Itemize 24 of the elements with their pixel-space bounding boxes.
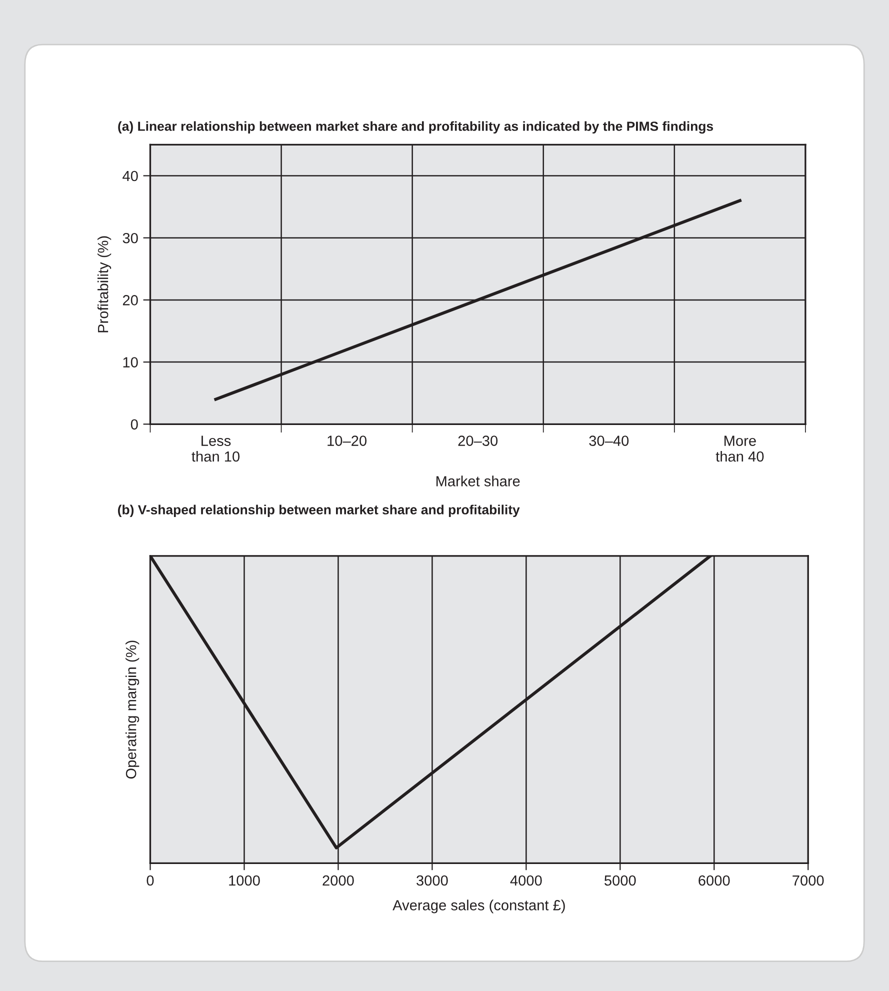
- x-tick-label: 20–30: [458, 436, 498, 446]
- y-tick-label: 10: [123, 357, 138, 368]
- x-tick-label: 1000: [229, 875, 260, 886]
- x-axis-title: Market share: [436, 476, 520, 486]
- x-tick-label: 4000: [510, 875, 542, 886]
- chart-title: (b) V-shaped relationship between market share and profitability: [118, 504, 520, 518]
- x-tick-label: 5000: [604, 875, 636, 886]
- x-tick-label: 6000: [698, 875, 730, 886]
- x-tick-label: 30–40: [589, 436, 629, 446]
- y-axis-title: Profitability (%): [98, 236, 112, 332]
- y-tick-label: 20: [122, 295, 138, 306]
- x-tick-label: 0: [146, 875, 154, 886]
- y-tick-label: 40: [122, 170, 138, 182]
- x-tick-label: 3000: [416, 875, 448, 886]
- x-tick-label: 7000: [792, 875, 824, 886]
- x-tick-label: 2000: [322, 875, 354, 886]
- y-tick-label: 30: [122, 232, 138, 244]
- x-tick-label: Less than 10: [192, 436, 240, 462]
- y-tick-label: 0: [130, 419, 138, 430]
- x-tick-label: 10–20: [328, 436, 367, 446]
- x-axis-title: Average sales (constant £): [392, 900, 565, 914]
- y-axis-title: Operating margin (%): [126, 640, 140, 779]
- chart-title: (a) Linear relationship between market share and profitability as indicated by the PIMS findings: [118, 121, 714, 134]
- x-tick-label: More than 40: [716, 436, 764, 462]
